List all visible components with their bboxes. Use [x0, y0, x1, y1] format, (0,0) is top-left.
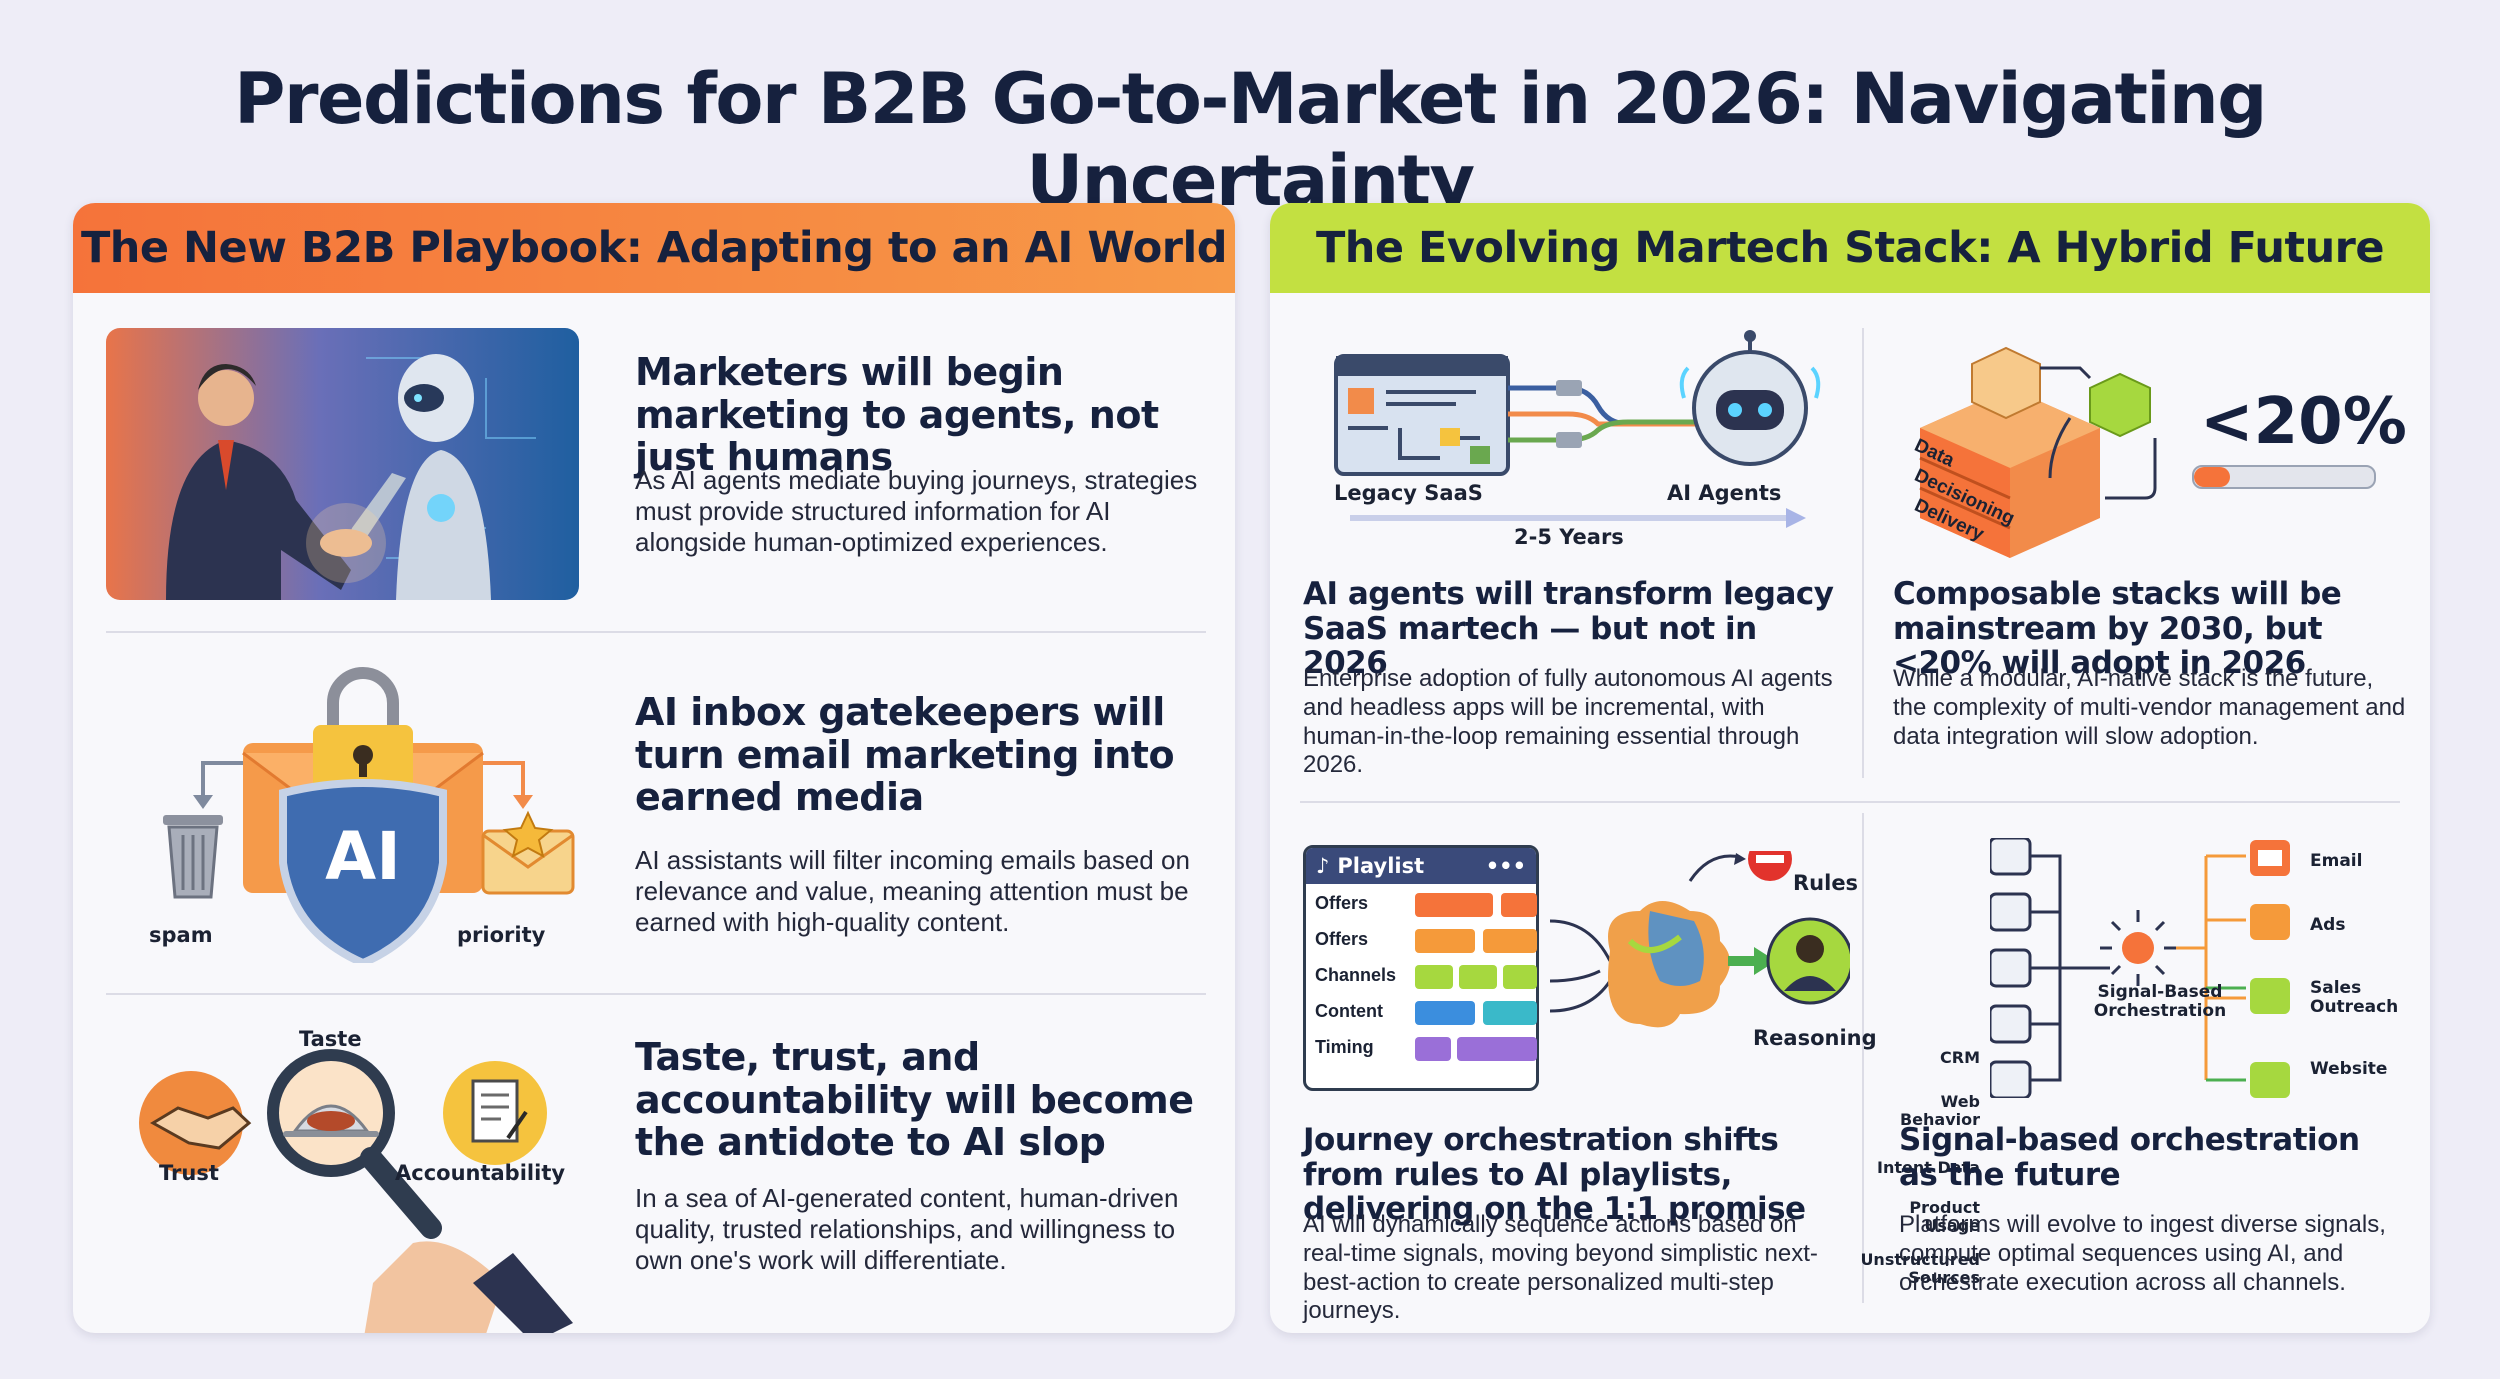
signal-input-label: Unstructured Sources [1860, 1250, 1980, 1287]
taste-label: Taste [299, 1027, 362, 1051]
signal-output-label: Email [2310, 851, 2363, 871]
more-options-icon[interactable]: ••• [1485, 854, 1526, 878]
adoption-stat: <20% [2200, 385, 2407, 459]
adoption-bar-fill [2194, 467, 2230, 487]
signal-input-label: Intent Data [1877, 1158, 1980, 1177]
reasoning-label: Reasoning [1753, 1026, 1877, 1050]
item-heading: Journey orchestration shifts from rules … [1303, 1122, 1806, 1228]
composable-stack-illustration [1910, 328, 2170, 558]
shield-ai-label: AI [325, 818, 401, 895]
taste-trust-illustration [113, 1013, 613, 1333]
music-note-icon: ♪ [1316, 854, 1330, 878]
signal-input-label: CRM [1940, 1048, 1980, 1067]
item-heading: Marketers will begin marketing to agents… [635, 350, 1159, 480]
adoption-bar [2192, 465, 2376, 489]
playlist-title: Playlist [1337, 854, 1425, 878]
left-panel-header: The New B2B Playbook: Adapting to an AI … [73, 203, 1235, 293]
item-body: In a sea of AI-generated content, human-… [635, 1183, 1179, 1276]
orchestration-hub-label: Signal-Based Orchestration [2093, 982, 2227, 1021]
divider [1300, 801, 2400, 803]
row-label: Channels [1315, 965, 1397, 985]
left-panel: The New B2B Playbook: Adapting to an AI … [73, 203, 1235, 1333]
accountability-label: Accountability [395, 1161, 566, 1185]
row-label: Offers [1315, 893, 1369, 913]
trust-label: Trust [159, 1161, 219, 1185]
ai-agents-label: AI Agents [1667, 481, 1782, 505]
spam-label: spam [149, 923, 213, 947]
item-body: AI will dynamically sequence actions bas… [1303, 1211, 1818, 1325]
signal-output-label: Sales Outreach [2310, 978, 2399, 1017]
divider [106, 631, 1206, 633]
legacy-saas-label: Legacy SaaS [1334, 481, 1483, 505]
item-heading: AI inbox gatekeepers will turn email mar… [635, 690, 1175, 820]
brain-flow-illustration [1549, 837, 1854, 1081]
right-panel: The Evolving Martech Stack: A Hybrid Fut… [1270, 203, 2430, 1333]
priority-label: priority [457, 923, 546, 947]
divider [1862, 328, 1864, 778]
item-heading: Taste, trust, and accountability will be… [635, 1035, 1194, 1165]
item-heading: AI agents will transform legacy SaaS mar… [1303, 576, 1834, 682]
signal-output-label: Website [2310, 1059, 2388, 1079]
email-gatekeeper-illustration: AI [133, 663, 593, 968]
playlist-blocks [1415, 893, 1545, 1073]
rules-label: Rules [1793, 871, 1859, 895]
item-body: Platforms will evolve to ingest diverse … [1899, 1211, 2386, 1296]
page-title: Predictions for B2B Go-to-Market in 2026… [234, 58, 2267, 222]
item-body: Enterprise adoption of fully autonomous … [1303, 665, 1833, 779]
right-panel-header: The Evolving Martech Stack: A Hybrid Fut… [1270, 203, 2430, 293]
item-body: AI assistants will filter incoming email… [635, 845, 1190, 938]
years-label: 2-5 Years [1514, 525, 1624, 549]
item-heading: Composable stacks will be mainstream by … [1893, 576, 2342, 682]
item-heading: Signal-based orchestration as the future [1899, 1122, 2360, 1193]
divider [106, 993, 1206, 995]
legacy-to-agents-illustration [1320, 328, 1830, 548]
row-label: Timing [1315, 1037, 1374, 1057]
signal-input-label: Web Behavior [1899, 1092, 1980, 1129]
signal-input-label: Product Usage [1909, 1198, 1980, 1235]
playlist-title-bar: ♪ Playlist ••• [1306, 848, 1536, 884]
divider [1862, 813, 1864, 1303]
handshake-robot-illustration [106, 328, 579, 600]
item-body: As AI agents mediate buying journeys, st… [635, 465, 1198, 558]
row-label: Content [1315, 1001, 1383, 1021]
row-label: Offers [1315, 929, 1369, 949]
signal-output-label: Ads [2310, 915, 2346, 935]
signal-flow-illustration [1988, 836, 2410, 1100]
item-body: While a modular, AI-native stack is the … [1893, 665, 2406, 750]
